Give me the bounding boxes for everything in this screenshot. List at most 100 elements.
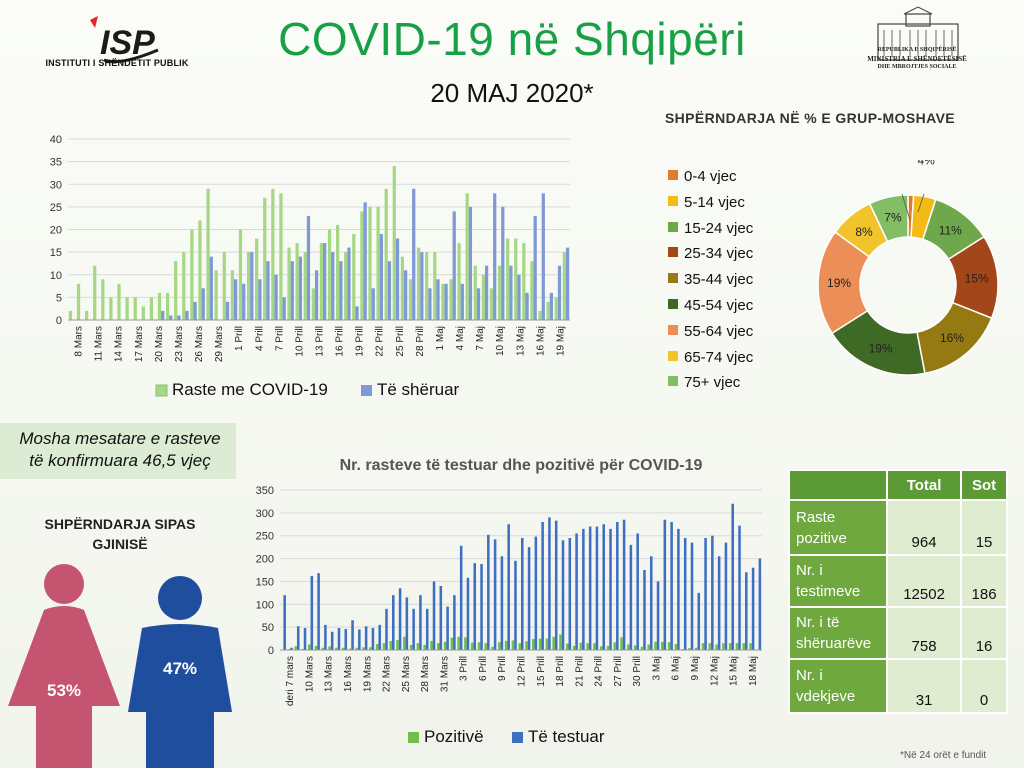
c2-xtick-label: 15 Maj [729, 656, 740, 686]
c1-bar-b [444, 283, 448, 320]
c1-bar-b [355, 306, 359, 320]
donut-label: 16% [940, 331, 964, 345]
c1-bar-b [460, 283, 464, 320]
c1-bar-b [274, 274, 278, 320]
c2-bar-b [554, 520, 558, 650]
c1-bar-b [371, 288, 375, 320]
age-legend-swatch [668, 376, 678, 387]
c1-bar-a [174, 261, 178, 320]
c1-bar-b [314, 270, 319, 320]
c2-bar-a [470, 642, 474, 650]
c1-bar-a [190, 229, 194, 320]
c2-ytick-label: 0 [268, 645, 274, 657]
c2-bar-b [425, 608, 429, 650]
c1-bar-a [368, 206, 372, 320]
c2-xtick-label: 18 Maj [748, 656, 759, 686]
c1-xtick-label: 8 Mars [74, 326, 85, 357]
c1-ytick-label: 10 [50, 270, 62, 282]
c2-ytick-label: 100 [256, 599, 274, 611]
age-legend-label: 55-64 vjec [684, 322, 754, 340]
c1-bar-a [157, 292, 162, 320]
c1-bar-a [489, 288, 494, 320]
c2-bar-a [314, 645, 318, 650]
c2-bar-b [303, 628, 307, 650]
c2-bar-a [735, 643, 739, 650]
c2-bar-b [500, 556, 504, 650]
c2-xtick-label: 12 Prill [517, 656, 528, 687]
c1-bar-a [263, 197, 267, 320]
c1-bar-a [206, 188, 210, 320]
c2-bar-b [412, 608, 415, 650]
c1-bar-b [549, 292, 553, 320]
c2-bar-a [620, 637, 623, 650]
c1-bar-b [363, 202, 367, 320]
c2-ytick-label: 250 [256, 531, 274, 543]
stats-header-label [788, 469, 888, 501]
c1-xtick-label: 20 Mars [154, 326, 165, 362]
c2-xtick-label: 9 Prill [497, 656, 508, 681]
male-icon [128, 576, 232, 768]
c2-bar-a [355, 647, 359, 650]
c1-bar-b [387, 261, 392, 320]
donut-leader-line [917, 193, 925, 213]
c1-bar-a [311, 288, 315, 320]
c2-ytick-label: 300 [256, 508, 274, 520]
c1-bar-a [101, 279, 105, 320]
c1-bar-a [465, 193, 469, 320]
c2-bar-a [593, 643, 596, 650]
c1-bar-a [497, 265, 502, 320]
stats-table: Total Sot Raste pozitive 964 15 Nr. i te… [788, 469, 1008, 714]
c2-bar-b [507, 524, 510, 650]
c1-bar-b [323, 243, 327, 320]
c1-xtick-label: 7 Prill [274, 326, 285, 351]
c1-bar-b [476, 288, 481, 320]
c2-bar-a [491, 646, 494, 650]
c1-bar-b [233, 279, 238, 320]
c1-bar-b [185, 310, 189, 320]
c1-bar-a [449, 279, 453, 320]
c2-bar-a [477, 642, 481, 650]
report-date: 20 MAJ 2020* [430, 78, 594, 108]
c1-bar-a [165, 292, 170, 320]
c2-xtick-label: 9 Maj [690, 656, 701, 680]
female-percentage: 53% [47, 681, 81, 700]
c1-bar-a [222, 252, 226, 320]
c1-bar-a [522, 243, 526, 320]
c2-ytick-label: 150 [256, 576, 274, 588]
c2-bar-b [487, 534, 490, 650]
c2-bar-b [724, 542, 728, 650]
c1-ytick-label: 20 [50, 225, 62, 237]
c2-bar-a [504, 640, 508, 650]
c2-bar-b [480, 564, 483, 650]
c1-bar-b [379, 234, 383, 320]
c2-bar-b [595, 526, 599, 650]
c2-xtick-label: 24 Prill [594, 656, 605, 687]
age-legend-swatch [668, 324, 678, 335]
stats-today-recovered: 16 [960, 606, 1008, 660]
isp-name: INSTITUTI I SHËNDETIT PUBLIK [45, 58, 189, 68]
gender-title-line1: SHPËRNDARJA SIPAS [44, 516, 196, 532]
c2-bar-b [582, 528, 585, 650]
table-row: Nr. i të shëruarëve 758 16 [788, 606, 1008, 660]
c1-bar-b [517, 274, 521, 320]
c2-bar-b [758, 558, 762, 650]
c1-bar-a [376, 206, 380, 320]
c1-xtick-label: 23 Mars [174, 326, 185, 362]
c1-bar-a [562, 252, 566, 320]
c2-bar-b [738, 525, 741, 650]
c2-bar-a [423, 644, 426, 650]
c1-xtick-label: 25 Prill [395, 326, 406, 357]
c2-bar-b [351, 620, 354, 650]
c1-bar-b [331, 252, 335, 320]
c2-bar-b [439, 586, 443, 650]
c1-bar-a [255, 238, 259, 320]
c2-bar-b [751, 567, 755, 650]
age-donut-chart: 1%4%11%15%16%19%19%8%7% [817, 160, 999, 376]
c1-bar-b [468, 206, 473, 320]
c2-bar-b [548, 517, 551, 650]
c1-bar-a [230, 270, 234, 320]
c1-bar-a [117, 283, 121, 320]
mean-age-line2: të konfirmuara 46,5 vjeç [29, 451, 211, 470]
c1-bar-b [420, 252, 424, 320]
c2-bar-b [385, 608, 388, 650]
